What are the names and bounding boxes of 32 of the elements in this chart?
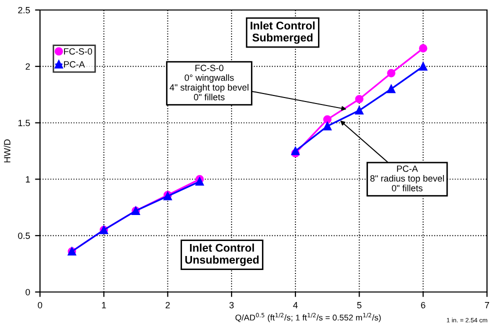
y-tick-label: 0.5 — [18, 232, 30, 239]
y-tick-label: 2 — [26, 63, 30, 70]
annotation: FC-S-0 0° wingwalls 4" straight top bevel 0" fillets — [170, 64, 248, 100]
point — [355, 94, 364, 104]
text: Q/AD$^{0.5}$ (ft$^{1/2}$/s; 1 ft$^{1/2}$/s = 0.552 m$^{1/2}$/s) — [235, 312, 381, 322]
y-tick-label: 2.5 — [18, 6, 30, 14]
point — [195, 177, 204, 186]
x-tick-label: 1 — [102, 302, 106, 308]
x-tick-label: 3 — [229, 302, 234, 308]
x-tick-label: 2 — [166, 302, 170, 308]
point — [418, 44, 428, 53]
y-tick-label: 0 — [26, 288, 30, 296]
legend-label: FC-S-0 — [64, 48, 92, 55]
y-tick-label: 1.5 — [18, 120, 30, 126]
y-axis-title: HW/D — [4, 139, 10, 162]
point — [418, 62, 428, 71]
point — [387, 69, 396, 78]
y-tick-label: 1 — [26, 176, 30, 182]
point — [291, 146, 300, 156]
annotation: Inlet Control Unsubmerged — [185, 244, 259, 266]
annotation: PC-A 8" radius top bevel 0" fillets — [370, 166, 444, 192]
x-tick-label: 6 — [421, 302, 426, 308]
x-tick-label: 5 — [357, 302, 362, 308]
x-tick-label: 4 — [293, 302, 298, 308]
legend-label: PC-A — [64, 61, 85, 68]
annotation: Inlet Control Submerged — [250, 21, 315, 44]
point — [355, 106, 364, 115]
point — [323, 122, 332, 130]
x-tick-label: 7 — [484, 302, 490, 308]
point — [323, 115, 332, 124]
point — [387, 84, 396, 94]
x-tick-label: 0 — [38, 302, 42, 308]
